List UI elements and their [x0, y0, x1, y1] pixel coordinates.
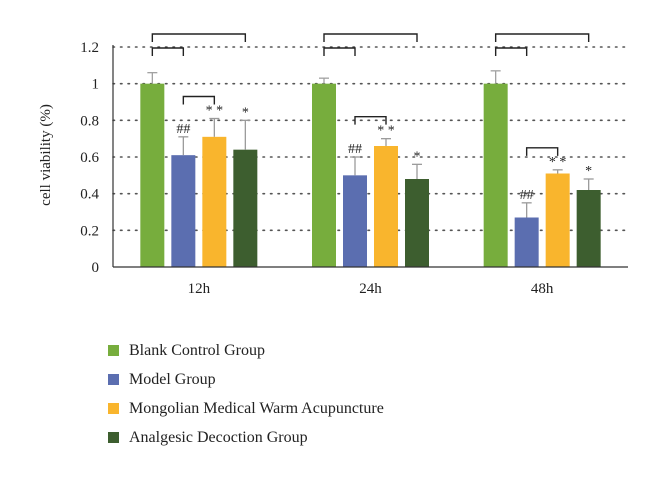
y-tick-label: 1.2 [80, 40, 99, 56]
significance-mark: * * [206, 104, 224, 119]
y-ticks: 0 0.2 0.4 0.6 0.8 1 1.2 [80, 40, 99, 276]
bar [405, 179, 429, 267]
legend-label: Model Group [129, 370, 216, 388]
significance-mark: * * [377, 124, 395, 139]
y-tick-label: 0.4 [80, 187, 99, 203]
legend-swatch [108, 403, 119, 414]
bars [140, 83, 601, 268]
significance-mark: ## [176, 122, 190, 137]
significance-mark: * [585, 164, 592, 179]
x-tick-label: 48h [531, 281, 554, 297]
x-tick-label: 24h [359, 281, 382, 297]
y-tick-label: 1 [92, 77, 100, 93]
significance-mark: * [242, 105, 249, 120]
significance-bracket [182, 95, 216, 105]
bar [140, 83, 165, 268]
significance-bracket [323, 33, 418, 42]
significance-bracket [525, 147, 559, 156]
x-ticks: 12h 24h 48h [188, 281, 554, 297]
error-bars [147, 70, 594, 218]
legend-swatch [108, 345, 119, 356]
bar [545, 173, 570, 267]
significance-brackets [151, 33, 590, 156]
legend-label: Mongolian Medical Warm Acupuncture [129, 399, 384, 417]
legend-item: Blank Control Group [108, 336, 384, 365]
y-tick-label: 0.2 [80, 223, 99, 239]
significance-mark: ## [348, 142, 362, 157]
significance-bracket [151, 47, 185, 56]
bar [233, 149, 258, 267]
legend-label: Blank Control Group [129, 341, 265, 359]
y-tick-label: 0.6 [80, 150, 99, 166]
significance-bracket [354, 115, 387, 125]
bar [483, 83, 508, 268]
significance-bracket [494, 47, 528, 56]
significance-bracket [494, 33, 590, 42]
bar [202, 136, 227, 267]
legend-item: Model Group [108, 365, 384, 394]
bar [514, 217, 539, 267]
legend-item: Mongolian Medical Warm Acupuncture [108, 394, 384, 423]
significance-bracket [151, 33, 247, 42]
x-tick-label: 12h [188, 281, 211, 297]
bar [312, 83, 336, 268]
legend-swatch [108, 374, 119, 385]
legend-label: Analgesic Decoction Group [129, 428, 308, 446]
grid-lines [112, 46, 629, 232]
bar [343, 175, 367, 267]
bar [171, 155, 196, 267]
significance-mark: ## [520, 188, 534, 203]
axes [112, 45, 628, 268]
legend: Blank Control Group Model Group Mongolian … [108, 336, 384, 452]
y-tick-label: 0.8 [80, 113, 99, 129]
legend-swatch [108, 432, 119, 443]
y-axis-label: cell viability (%) [38, 104, 54, 206]
significance-marks: ## ## ## * * * * * * * * * [176, 104, 592, 203]
bar [576, 190, 601, 267]
bar [374, 146, 398, 267]
significance-bracket [323, 47, 356, 56]
y-tick-label: 0 [92, 260, 100, 276]
significance-mark: * * [549, 155, 567, 170]
legend-item: Analgesic Decoction Group [108, 423, 384, 452]
significance-mark: * [414, 149, 421, 164]
bar-chart: ## ## ## * * * * * * * * * 0 0.2 0.4 0.6 0.8 1 1.2 12h… [38, 33, 629, 297]
